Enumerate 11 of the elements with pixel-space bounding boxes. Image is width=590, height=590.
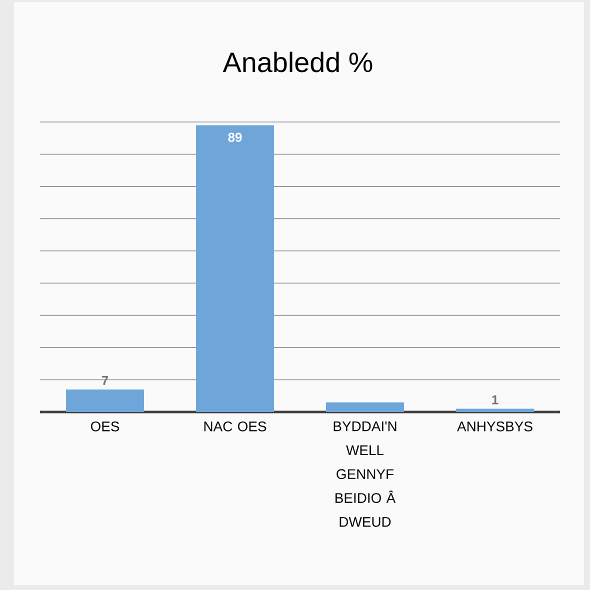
bar xyxy=(66,389,144,412)
bar xyxy=(326,402,404,412)
bar xyxy=(196,125,274,412)
data-label: 89 xyxy=(228,132,242,142)
x-tick-label: BYDDAI'N WELL GENNYF BEIDIO Â DWEUD xyxy=(334,422,396,527)
chart-title: Anabledd % xyxy=(222,52,372,72)
x-tick-label: NAC OES xyxy=(204,421,266,432)
data-label: 1 xyxy=(492,395,498,404)
bar xyxy=(456,408,534,412)
x-tick-label: OES xyxy=(90,421,120,432)
x-tick-label: ANHYSBYS xyxy=(457,421,532,432)
